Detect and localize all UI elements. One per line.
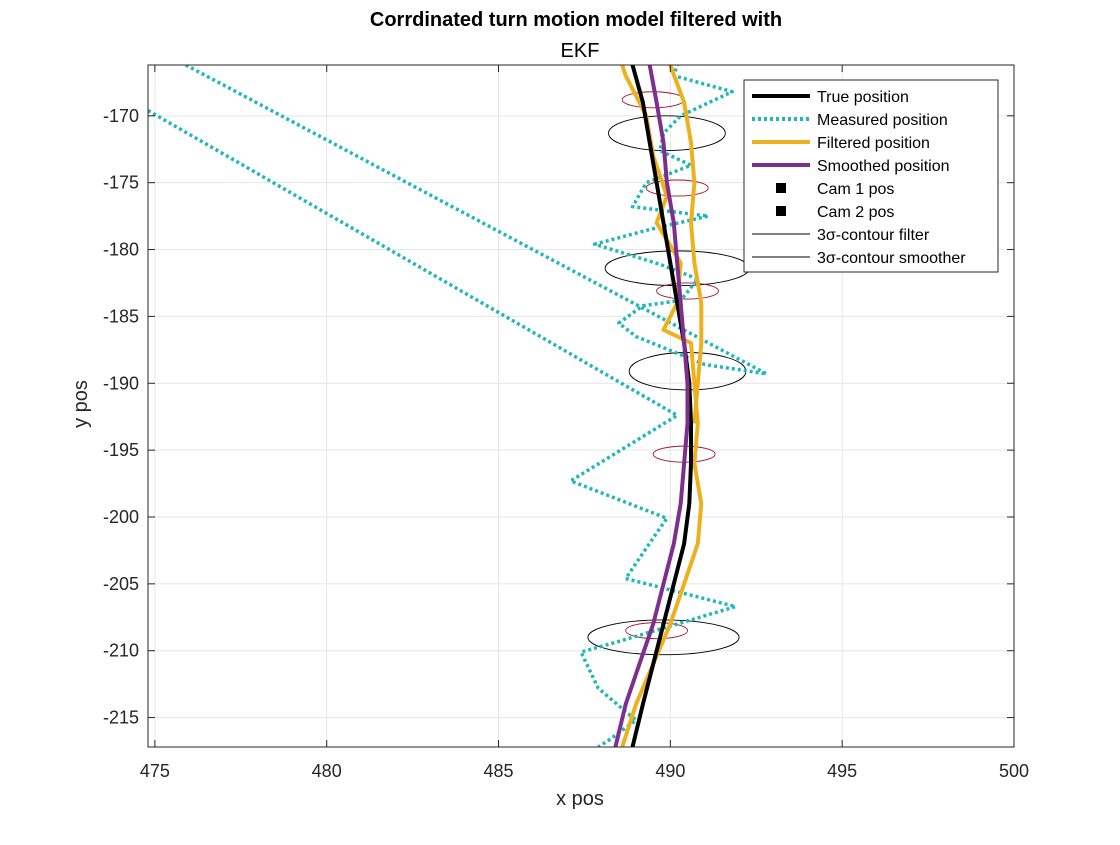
contour-ellipse — [608, 115, 726, 152]
series-line-filtered-position — [668, 65, 704, 424]
legend-label: True position — [817, 89, 909, 106]
contour-ellipse — [645, 179, 709, 197]
y-tick-label: -195 — [103, 440, 139, 460]
legend-label: Cam 1 pos — [817, 181, 894, 198]
axes-box — [147, 64, 1015, 748]
chart-title: Corrdinated turn motion model filtered w… — [370, 9, 782, 31]
y-tick-label: -215 — [103, 708, 139, 728]
y-tick-label: -200 — [103, 507, 139, 527]
contour-ellipse — [625, 622, 688, 640]
y-tick-label: -170 — [103, 106, 139, 126]
x-tick-label: 500 — [999, 761, 1029, 781]
legend-marker — [776, 183, 786, 193]
legend-box — [743, 79, 999, 273]
series-line-filtered-position — [620, 65, 704, 747]
series-line-true-position — [630, 65, 693, 747]
series-line-measured-position — [184, 65, 769, 376]
chart-subtitle: EKF — [561, 40, 600, 62]
y-tick-label: -175 — [103, 173, 139, 193]
x-tick-label: 495 — [827, 761, 857, 781]
y-tick-label: -185 — [103, 306, 139, 326]
contour-ellipse — [656, 282, 719, 300]
y-tick-label: -180 — [103, 240, 139, 260]
legend: True position Measured position Filtered p… — [743, 79, 999, 273]
legend-label: Smoothed position — [817, 158, 950, 175]
x-axis-label: x pos — [556, 788, 604, 810]
legend-label: Filtered position — [817, 135, 930, 152]
x-tick-label: 490 — [655, 761, 685, 781]
legend-marker — [776, 206, 786, 216]
legend-label: 3σ-contour filter — [817, 227, 930, 244]
x-tick-label: 475 — [140, 761, 170, 781]
legend-label: Measured position — [817, 112, 948, 129]
x-tick-label: 485 — [484, 761, 514, 781]
series-line-smoothed-position — [613, 65, 690, 747]
y-tick-label: -190 — [103, 373, 139, 393]
legend-label: Cam 2 pos — [817, 204, 894, 221]
y-tick-label: -210 — [103, 641, 139, 661]
series-group — [148, 65, 769, 747]
x-tick-label: 480 — [312, 761, 342, 781]
ticks: 475 480 485 490 495 500 -170 -175 -180 -185 -190 -1… — [103, 65, 1029, 781]
legend-label: 3σ-contour smoother — [817, 250, 966, 267]
y-tick-label: -205 — [103, 574, 139, 594]
y-axis-label: y pos — [70, 380, 92, 428]
